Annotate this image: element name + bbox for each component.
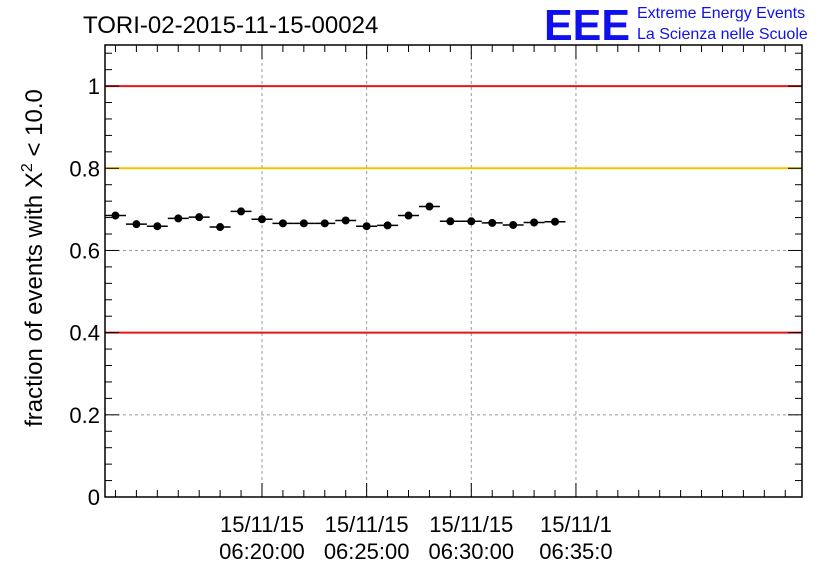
data-points [105,202,566,232]
y-axis-label: fraction of events with X2 < 10.0 [19,89,48,427]
data-point [362,222,371,231]
logo-mark: EEE [544,1,630,50]
grid [105,45,802,497]
x-tick-label-time: 06:20:00 [219,539,305,564]
y-tick-label: 0.4 [69,321,100,346]
x-tick-label-time: 06:25:00 [324,539,410,564]
y-tick-label: 0.2 [69,403,100,428]
x-tick-label-time: 06:35:0 [539,539,612,564]
x-tick-label-date: 15/11/1 [540,512,612,537]
data-point [341,216,350,225]
data-point [195,213,204,222]
logo-line2: La Scienza nelle Scuole [637,26,808,43]
data-point [488,218,497,227]
data-point [278,219,287,228]
data-point [257,215,266,224]
data-point [237,207,246,216]
logo-line1: Extreme Energy Events [637,5,805,22]
axes: 00.20.40.60.8115/11/1506:20:0015/11/1506… [69,44,803,564]
reference-lines [105,85,802,334]
y-tick-label: 0.8 [69,156,100,181]
x-tick-label-time: 06:30:00 [428,539,514,564]
y-tick-label: 0 [88,485,100,510]
data-point [404,211,413,220]
data-point [216,223,225,232]
x-tick-label-date: 15/11/15 [220,512,304,537]
data-point [299,219,308,228]
data-point [425,202,434,211]
plot-frame [104,44,803,498]
data-point [111,211,120,220]
data-point [446,217,455,226]
data-point [174,214,183,223]
data-point [383,221,392,230]
data-point [530,218,539,227]
data-point [153,222,162,231]
eee-logo: EEE Extreme Energy Events La Scienza nel… [544,1,808,50]
y-tick-label: 1 [88,74,100,99]
data-point [320,219,329,228]
data-point [509,220,518,229]
data-point [132,220,141,229]
data-point [467,217,476,226]
chart-title: TORI-02-2015-11-15-00024 [83,12,378,39]
x-tick-label-date: 15/11/15 [429,512,513,537]
x-tick-label-date: 15/11/15 [325,512,409,537]
data-point [551,217,560,226]
y-tick-label: 0.6 [69,238,100,263]
